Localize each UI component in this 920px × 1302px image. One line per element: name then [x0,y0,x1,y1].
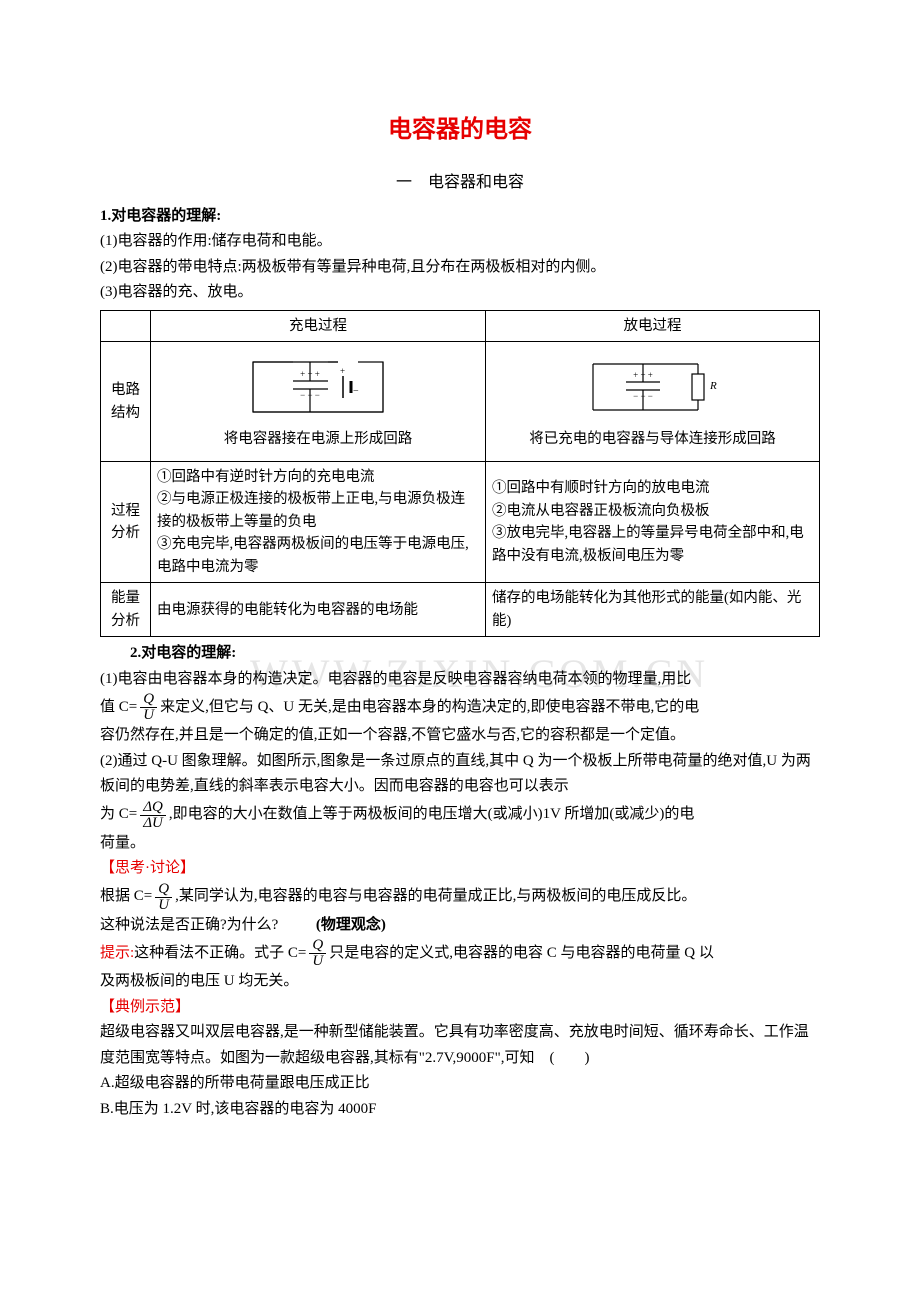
discharge-circuit-diagram: R + + + − − − [578,352,728,422]
fraction-denominator: ΔU [140,816,166,831]
charge-energy-cell: 由电源获得的电能转化为电容器的电场能 [151,583,486,637]
table-header-row: 充电过程 放电过程 [101,310,820,341]
fraction-numerator: Q [309,938,326,954]
charge-circuit-diagram: + + + − − − + − [243,352,393,422]
fraction-numerator: Q [140,692,157,708]
option-a: A.超级电容器的所带电荷量跟电压成正比 [100,1071,820,1097]
table-corner-cell [101,310,151,341]
section1-p2: (2)电容器的带电特点:两极板带有等量异种电荷,且分布在两极板相对的内侧。 [100,255,820,281]
text-segment: 根据 C= [100,884,152,910]
section1-p1: (1)电容器的作用:储存电荷和电能。 [100,229,820,255]
charge-discharge-table: 充电过程 放电过程 电路结构 + + + − − − [100,310,820,637]
svg-text:− − −: − − − [300,390,320,400]
discharge-analysis-cell: ①回路中有顺时针方向的放电电流 ②电流从电容器正极板流向负极板 ③放电完毕,电容… [486,461,820,582]
section1-p3: (3)电容器的充、放电。 [100,280,820,306]
example-label: 【典例示范】 [100,995,820,1021]
table-row-process: 过程分析 ①回路中有逆时针方向的充电电流 ②与电源正极连接的极板带上正电,与电源… [101,461,820,582]
fraction-numerator: Q [155,882,172,898]
text-segment: 这种说法是否正确?为什么? [100,917,278,933]
section2-p2a: (2)通过 Q-U 图象理解。如图所示,图象是一条过原点的直线,其中 Q 为一个… [100,749,820,800]
charge-analysis-cell: ①回路中有逆时针方向的充电电流 ②与电源正极连接的极板带上正电,与电源负极连接的… [151,461,486,582]
fraction-denominator: U [140,708,157,723]
example-stem: 超级电容器又叫双层电容器,是一种新型储能装置。它具有功率密度高、充放电时间短、循… [100,1020,820,1071]
table-row-energy: 能量分析 由电源获得的电能转化为电容器的电场能 储存的电场能转化为其他形式的能量… [101,583,820,637]
table-row3-label: 能量分析 [101,583,151,637]
charge-circuit-cell: + + + − − − + − [151,342,486,461]
table-row2-label: 过程分析 [101,461,151,582]
section2-p2b: 为 C= ΔQ ΔU ,即电容的大小在数值上等于两极板间的电压增大(或减小)1V… [100,800,820,831]
discharge-circuit-cell: R + + + − − − 将已充电的电容器与导体连接形成回路 [486,342,820,461]
think-question-line2: 这种说法是否正确?为什么? (物理观念) [100,913,820,939]
section2-p1c: 容仍然存在,并且是一个确定的值,正如一个容器,不管它盛水与否,它的容积都是一个定… [100,723,820,749]
text-segment: 为 C= [100,802,137,828]
text-segment: ,某同学认为,电容器的电容与电容器的电荷量成正比,与两极板间的电压成反比。 [175,884,696,910]
text-segment: 这种看法不正确。式子 C= [134,941,306,967]
svg-text:+ + +: + + + [300,369,320,379]
svg-text:+: + [340,366,345,376]
fraction-q-over-u: Q U [155,882,172,913]
section1-heading: 1.对电容器的理解: [100,204,820,230]
discharge-circuit-caption: 将已充电的电容器与导体连接形成回路 [529,428,776,450]
fraction-denominator: U [155,898,172,913]
section2-p1a: (1)电容由电容器本身的构造决定。电容器的电容是反映电容器容纳电荷本领的物理量,… [100,667,820,693]
fraction-q-over-u: Q U [140,692,157,723]
text-segment: 只是电容的定义式,电容器的电容 C 与电容器的电荷量 Q 以 [329,941,714,967]
think-question-line1: 根据 C= Q U ,某同学认为,电容器的电容与电容器的电荷量成正比,与两极板间… [100,882,820,913]
fraction-dq-over-du: ΔQ ΔU [140,800,166,831]
charge-circuit-caption: 将电容器接在电源上形成回路 [224,428,413,450]
text-segment: 来定义,但它与 Q、U 无关,是由电容器本身的构造决定的,即使电容器不带电,它的… [160,695,699,721]
hint-line2: 及两极板间的电压 U 均无关。 [100,969,820,995]
page-subtitle: 一 电容器和电容 [100,169,820,196]
text-segment: ,即电容的大小在数值上等于两极板间的电压增大(或减小)1V 所增加(或减少)的电 [169,802,695,828]
fraction-q-over-u: Q U [309,938,326,969]
svg-text:− − −: − − − [633,391,653,401]
fraction-numerator: ΔQ [140,800,166,816]
section2-p2c: 荷量。 [100,831,820,857]
text-segment: 值 C= [100,695,137,721]
concept-label: (物理观念) [316,917,386,933]
section2-heading: 2.对电容的理解: [100,641,820,667]
think-discuss-label: 【思考·讨论】 [100,856,820,882]
svg-text:R: R [709,380,717,392]
svg-text:−: − [353,386,359,397]
fraction-denominator: U [309,954,326,969]
table-row1-label: 电路结构 [101,342,151,461]
option-b: B.电压为 1.2V 时,该电容器的电容为 4000F [100,1097,820,1123]
table-row-circuit: 电路结构 + + + − − − [101,342,820,461]
hint-label: 提示: [100,941,134,967]
discharge-energy-cell: 储存的电场能转化为其他形式的能量(如内能、光能) [486,583,820,637]
page-title: 电容器的电容 [100,110,820,151]
section2-p1b: 值 C= Q U 来定义,但它与 Q、U 无关,是由电容器本身的构造决定的,即使… [100,692,820,723]
hint-line1: 提示: 这种看法不正确。式子 C= Q U 只是电容的定义式,电容器的电容 C … [100,938,820,969]
svg-text:+ + +: + + + [633,370,653,380]
table-header-charge: 充电过程 [151,310,486,341]
table-header-discharge: 放电过程 [486,310,820,341]
